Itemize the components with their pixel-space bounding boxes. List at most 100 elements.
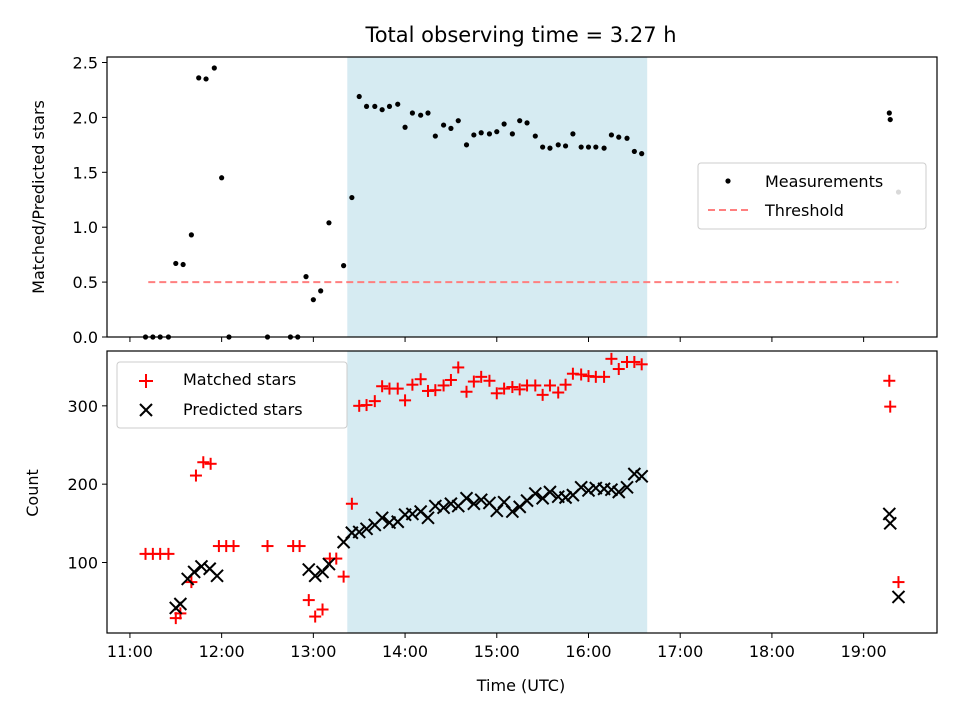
measurement-point (310, 297, 316, 303)
measurement-point (341, 263, 347, 269)
measurement-point (219, 175, 225, 181)
measurement-point (349, 194, 355, 201)
measurement-point (173, 260, 179, 267)
measurement-point (887, 116, 893, 123)
predicted-star-point (467, 497, 481, 511)
predicted-star-point (543, 485, 557, 499)
measurement-point (624, 135, 630, 141)
predicted-star-point (883, 516, 897, 531)
measurement-point (532, 133, 538, 139)
matched-star-point (337, 570, 350, 583)
predicted-star-point (627, 467, 642, 481)
measurement-point (356, 93, 362, 100)
count-data-layer (139, 352, 906, 625)
measurement-point (562, 143, 569, 149)
x-tick-label: 14:00 (382, 642, 428, 661)
matched-star-point (368, 395, 381, 408)
matched-star-point (261, 540, 274, 553)
y-tick-label: 1.5 (73, 163, 98, 182)
matched-star-point (399, 394, 412, 407)
predicted-star-point (558, 490, 573, 505)
x-tick-label: 15:00 (474, 642, 520, 661)
legend-measurement-marker (725, 178, 731, 184)
predicted-star-point (612, 485, 626, 499)
measurement-point (463, 142, 470, 148)
matched-star-point (536, 388, 549, 401)
measurement-point (326, 220, 332, 226)
matched-star-point (475, 370, 488, 383)
measurement-point (418, 112, 424, 118)
x-tick-label: 11:00 (107, 642, 153, 661)
y-tick-label: 2.0 (73, 108, 98, 127)
measurement-point (486, 131, 493, 137)
predicted-star-point (194, 559, 209, 574)
measurement-point (494, 129, 500, 135)
measurement-point (517, 118, 523, 124)
legend-predicted-label: Predicted stars (183, 400, 303, 419)
x-tick-label: 13:00 (290, 642, 336, 661)
measurement-point (585, 144, 592, 150)
x-tick-label: 19:00 (841, 642, 887, 661)
legend-matched-marker (139, 374, 153, 388)
measurement-point (555, 142, 561, 148)
observing-window-span (347, 57, 648, 337)
measurement-point (402, 124, 408, 130)
measurement-point (601, 145, 607, 151)
legend-matched-label: Matched stars (183, 370, 296, 389)
measurement-point (639, 151, 645, 157)
matched-star-point (529, 379, 542, 392)
predicted-star-point (581, 483, 596, 498)
matched-star-point (513, 383, 526, 396)
matched-star-point (460, 385, 473, 398)
count-panel: 100 200 300 11:00 12:00 13:00 14:00 15:00 16:00 1… (23, 350, 938, 695)
matched-star-point (543, 379, 556, 392)
matched-star-point (360, 399, 373, 412)
measurement-point (478, 130, 484, 136)
predicted-star-point (210, 569, 224, 583)
measurement-point (570, 131, 576, 137)
ratio-panel-frame (106, 56, 938, 338)
x-tick-label: 17:00 (657, 642, 703, 661)
predicted-star-point (187, 565, 201, 579)
measurement-point (409, 110, 416, 116)
count-ylabel: Count (23, 469, 42, 517)
matched-star-point (189, 469, 202, 482)
measurement-point (440, 122, 447, 128)
matched-star-point (506, 381, 519, 394)
predicted-star-point (436, 500, 451, 515)
predicted-star-point (620, 480, 634, 495)
legend-threshold-label: Threshold (764, 201, 844, 220)
predicted-star-point (444, 497, 458, 511)
predicted-star-point (359, 522, 374, 536)
measurement-point (188, 232, 194, 238)
count-xlabel: Time (UTC) (476, 676, 565, 695)
measurement-point (211, 65, 217, 71)
measurement-point (540, 144, 546, 150)
predicted-star-point (528, 486, 543, 501)
matched-star-point (598, 370, 611, 383)
predicted-star-point (352, 525, 366, 539)
count-legend: Matched stars Predicted stars (116, 361, 348, 429)
matched-star-point (490, 387, 503, 400)
y-tick-label: 2.5 (73, 53, 98, 72)
measurement-point (196, 75, 202, 81)
measurement-point (180, 261, 186, 268)
legend-predicted-marker (139, 403, 153, 417)
count-axis-ticks: 100 200 300 11:00 12:00 13:00 14:00 15:00 16:00 1… (67, 397, 886, 661)
measurement-point (363, 103, 370, 110)
ratio-legend-box (697, 162, 927, 230)
matched-star-point (884, 400, 897, 413)
matched-star-point (628, 355, 641, 368)
matched-star-point (883, 374, 896, 387)
y-tick-label: 0.5 (73, 273, 98, 292)
x-tick-label: 16:00 (565, 642, 611, 661)
measurement-point (455, 118, 461, 124)
matched-star-point (467, 375, 480, 388)
measurement-point (547, 145, 553, 151)
y-tick-label: 300 (67, 397, 98, 416)
measurement-point (395, 101, 401, 107)
matched-star-point (612, 363, 625, 376)
ratio-ylabel: Matched/Predicted stars (29, 100, 48, 294)
predicted-star-point (375, 511, 389, 525)
